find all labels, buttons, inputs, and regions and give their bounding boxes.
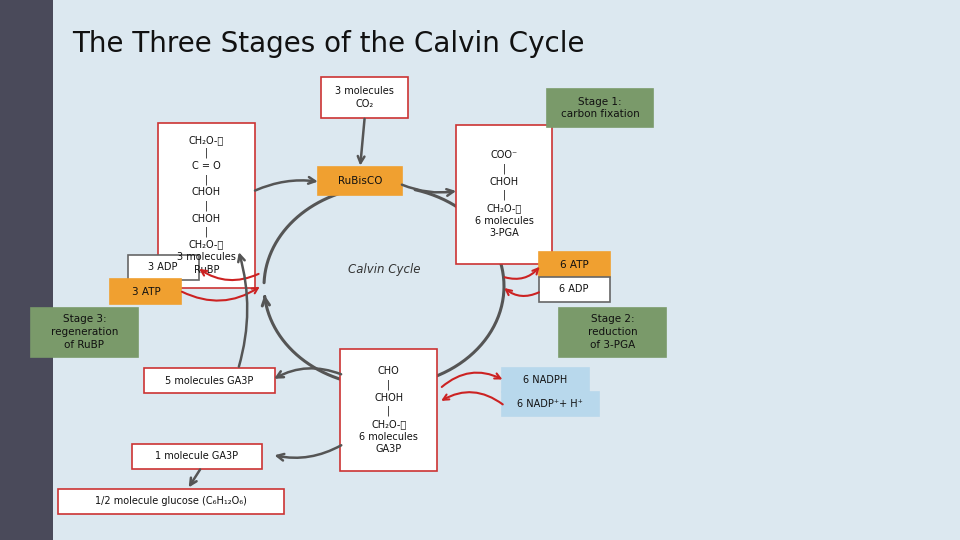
FancyBboxPatch shape	[321, 77, 409, 118]
Text: 6 NADP⁺+ H⁺: 6 NADP⁺+ H⁺	[517, 399, 583, 409]
FancyBboxPatch shape	[501, 368, 588, 392]
Text: 5 molecules GA3P: 5 molecules GA3P	[165, 376, 253, 386]
Text: Calvin Cycle: Calvin Cycle	[348, 264, 420, 276]
FancyBboxPatch shape	[456, 125, 553, 264]
FancyBboxPatch shape	[144, 368, 275, 393]
FancyBboxPatch shape	[110, 279, 181, 304]
FancyBboxPatch shape	[132, 444, 262, 469]
FancyBboxPatch shape	[539, 277, 610, 302]
FancyBboxPatch shape	[547, 89, 653, 127]
FancyBboxPatch shape	[318, 167, 402, 194]
Text: 1 molecule GA3P: 1 molecule GA3P	[156, 451, 238, 461]
FancyBboxPatch shape	[539, 252, 610, 277]
Text: CH₂O-Ⓙ
|
C = O
|
CHOH
|
CHOH
|
CH₂O-Ⓙ
3 molecules
RuBP: CH₂O-Ⓙ | C = O | CHOH | CHOH | CH₂O-Ⓙ 3 …	[177, 135, 236, 275]
Text: COO⁻
|
CHOH
|
CH₂O-Ⓙ
6 molecules
3-PGA: COO⁻ | CHOH | CH₂O-Ⓙ 6 molecules 3-PGA	[474, 151, 534, 238]
FancyBboxPatch shape	[341, 349, 438, 471]
Text: CHO
|
CHOH
|
CH₂O-Ⓙ
6 molecules
GA3P: CHO | CHOH | CH₂O-Ⓙ 6 molecules GA3P	[359, 367, 419, 454]
FancyBboxPatch shape	[31, 307, 138, 356]
Text: 1/2 molecule glucose (C₆H₁₂O₆): 1/2 molecule glucose (C₆H₁₂O₆)	[95, 496, 247, 506]
FancyBboxPatch shape	[157, 123, 254, 288]
Text: The Three Stages of the Calvin Cycle: The Three Stages of the Calvin Cycle	[72, 30, 585, 58]
Text: Stage 2:
reduction
of 3-PGA: Stage 2: reduction of 3-PGA	[588, 314, 637, 350]
Text: 3 ATP: 3 ATP	[132, 287, 160, 296]
FancyBboxPatch shape	[128, 255, 199, 280]
FancyBboxPatch shape	[559, 307, 666, 356]
FancyBboxPatch shape	[58, 489, 284, 514]
Text: 6 ATP: 6 ATP	[560, 260, 588, 269]
Text: 3 molecules
CO₂: 3 molecules CO₂	[335, 86, 395, 109]
Text: 6 ADP: 6 ADP	[560, 285, 588, 294]
Text: 3 ADP: 3 ADP	[149, 262, 178, 272]
Text: RuBisCO: RuBisCO	[338, 176, 382, 186]
FancyBboxPatch shape	[501, 392, 599, 416]
Text: 6 NADPH: 6 NADPH	[523, 375, 567, 385]
Text: Stage 1:
carbon fixation: Stage 1: carbon fixation	[561, 97, 639, 119]
Text: Stage 3:
regeneration
of RuBP: Stage 3: regeneration of RuBP	[51, 314, 118, 350]
